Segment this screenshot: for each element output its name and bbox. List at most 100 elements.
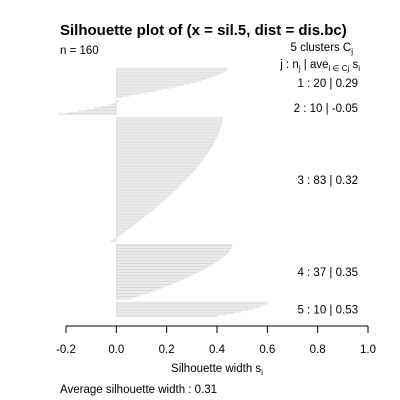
silhouette-bar-c3 xyxy=(116,196,168,199)
silhouette-bar-c3 xyxy=(116,232,123,235)
silhouette-bar-c3 xyxy=(116,147,211,149)
silhouette-bar-c1 xyxy=(116,79,201,82)
silhouette-bar-c3 xyxy=(116,220,139,223)
silhouette-bar-c3 xyxy=(116,222,137,224)
silhouette-bar-c1 xyxy=(116,94,131,97)
silhouette-bar-c4 xyxy=(116,284,169,287)
column-header: j : nj | avei ∈ Cj si xyxy=(279,59,360,73)
silhouette-bar-c1 xyxy=(116,69,227,71)
silhouette-bar-c3 xyxy=(116,229,127,232)
silhouette-bar-c1 xyxy=(116,72,222,74)
silhouette-bar-c3 xyxy=(116,228,129,230)
silhouette-bar-c4 xyxy=(116,276,187,279)
silhouette-bar-c3 xyxy=(116,225,133,227)
silhouette-bar-c4 xyxy=(116,273,194,276)
silhouette-bar-c2 xyxy=(102,105,117,108)
silhouette-bar-c3 xyxy=(116,172,192,175)
silhouette-bar-c3 xyxy=(116,124,222,127)
silhouette-bar-c4 xyxy=(116,296,137,299)
silhouette-bar-c3 xyxy=(116,174,190,176)
silhouette-bar-c3 xyxy=(116,162,201,164)
silhouette-bar-c3 xyxy=(116,168,196,170)
silhouette-bar-c4 xyxy=(116,254,226,257)
silhouette-bar-c3 xyxy=(116,133,218,136)
cluster-label-1: 1 : 20 | 0.29 xyxy=(297,78,358,90)
silhouette-bar-c3 xyxy=(116,150,209,152)
silhouette-bar-c5 xyxy=(116,312,234,314)
silhouette-bar-c3 xyxy=(116,141,215,143)
silhouette-bar-c3 xyxy=(116,181,183,184)
silhouette-bar-c1 xyxy=(116,81,196,83)
silhouette-bar-c2 xyxy=(116,101,118,104)
silhouette-bar-c3 xyxy=(116,189,176,191)
x-tick-label: 0.2 xyxy=(159,344,175,356)
silhouette-bar-c3 xyxy=(116,138,216,140)
silhouette-bar-c4 xyxy=(116,294,141,297)
silhouette-bar-c3 xyxy=(116,231,125,233)
chart-title: Silhouette plot of (x = sil.5, dist = di… xyxy=(60,22,347,39)
x-tick-label: 0.8 xyxy=(310,344,326,356)
silhouette-bar-c3 xyxy=(116,120,223,122)
silhouette-bar-c4 xyxy=(116,297,132,300)
silhouette-bar-c4 xyxy=(116,278,184,281)
silhouette-bar-c3 xyxy=(116,204,159,206)
silhouette-bar-c2 xyxy=(78,110,117,113)
silhouette-bar-c3 xyxy=(116,183,182,185)
silhouette-bar-c1 xyxy=(116,84,184,86)
silhouette-bar-c3 xyxy=(116,130,220,133)
average-silhouette-label: Average silhouette width : 0.31 xyxy=(60,384,217,396)
x-tick-label: 0.0 xyxy=(108,344,124,356)
silhouette-bar-c4 xyxy=(116,257,222,260)
silhouette-bar-c3 xyxy=(116,175,189,178)
silhouette-bar-c3 xyxy=(116,195,169,197)
silhouette-bar-c4 xyxy=(116,266,208,269)
silhouette-bar-c3 xyxy=(116,187,177,190)
silhouette-bar-c3 xyxy=(116,129,220,131)
silhouette-bar-c4 xyxy=(116,293,145,296)
silhouette-bar-c3 xyxy=(116,153,207,155)
silhouette-bar-c3 xyxy=(116,192,173,194)
silhouette-bar-c4 xyxy=(116,269,203,272)
silhouette-bar-c3 xyxy=(116,136,217,139)
silhouette-bar-c4 xyxy=(116,291,150,294)
x-axis-label: Silhouette width si xyxy=(171,363,263,377)
silhouette-bar-c3 xyxy=(116,132,219,134)
silhouette-bar-c4 xyxy=(116,248,231,251)
x-tick-label: 1.0 xyxy=(360,344,376,356)
silhouette-bar-c1 xyxy=(116,93,139,95)
silhouette-bar-c1 xyxy=(116,87,170,89)
silhouette-bar-c3 xyxy=(116,190,174,193)
silhouette-bar-c3 xyxy=(116,165,198,167)
cluster-labels: 1 : 20 | 0.29 2 : 10 | -0.05 3 : 83 | 0.32… xyxy=(294,78,358,317)
silhouette-bar-c2 xyxy=(86,108,117,111)
x-axis: -0.2 0.0 0.2 0.4 0.6 0.8 1.0 xyxy=(56,325,376,356)
silhouette-bar-c4 xyxy=(116,264,211,267)
silhouette-bar-c3 xyxy=(116,217,143,220)
silhouette-bar-c3 xyxy=(116,205,157,208)
silhouette-bar-c3 xyxy=(116,159,203,161)
silhouette-bar-c3 xyxy=(116,139,216,142)
silhouette-bar-c3 xyxy=(116,121,222,124)
silhouette-bar-c3 xyxy=(116,163,199,166)
silhouette-bar-c3 xyxy=(116,198,166,200)
silhouette-bar-c4 xyxy=(116,260,218,263)
clusters-header: 5 clusters Cj xyxy=(291,42,354,56)
silhouette-bar-c3 xyxy=(116,202,161,205)
silhouette-bar-c3 xyxy=(116,145,212,148)
silhouette-bar-c4 xyxy=(116,285,166,288)
silhouette-bars xyxy=(58,67,268,317)
silhouette-bar-c5 xyxy=(116,307,254,310)
silhouette-bar-c3 xyxy=(116,171,193,173)
silhouette-bar-c4 xyxy=(116,281,177,284)
silhouette-bar-c3 xyxy=(115,237,117,239)
silhouette-bar-c3 xyxy=(116,160,202,163)
silhouette-bar-c1 xyxy=(116,73,219,76)
silhouette-bar-c4 xyxy=(116,290,154,293)
silhouette-bar-c5 xyxy=(116,303,267,305)
silhouette-bar-c4 xyxy=(116,263,213,266)
silhouette-bar-c3 xyxy=(116,169,194,172)
silhouette-bar-c4 xyxy=(116,287,162,290)
silhouette-bar-c1 xyxy=(116,91,148,94)
silhouette-bar-c3 xyxy=(116,235,119,238)
silhouette-bar-c3 xyxy=(116,144,213,146)
